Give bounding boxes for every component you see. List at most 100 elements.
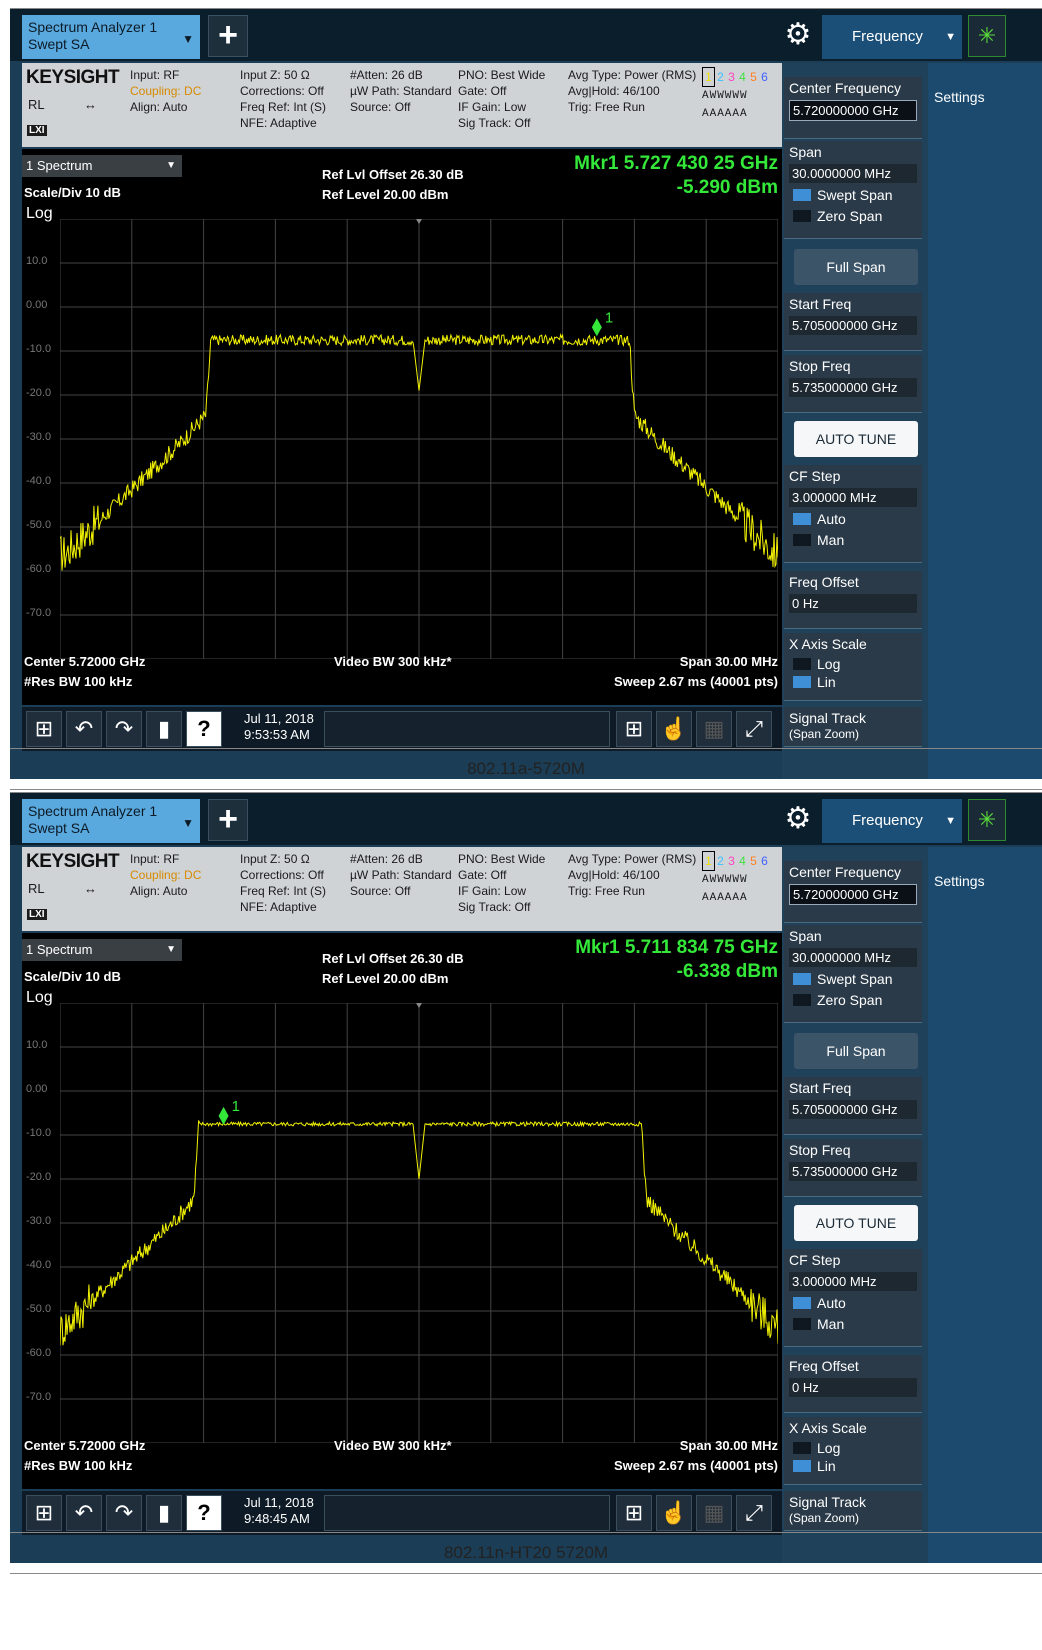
auto-tune-button[interactable]: AUTO TUNE	[794, 421, 918, 457]
x-axis-log-option[interactable]: Log	[789, 655, 917, 673]
tab-spectrum-analyzer[interactable]: Spectrum Analyzer 1 Swept SA ▼	[22, 799, 200, 843]
trace-number[interactable]: 5	[750, 70, 757, 84]
fullscreen-icon[interactable]: ⤢	[736, 1495, 772, 1531]
info-line: NFE: Adaptive	[240, 116, 317, 130]
touch-icon[interactable]: ☝	[656, 1495, 692, 1531]
marker-diamond-icon[interactable]	[591, 318, 602, 337]
chevron-down-icon: ▼	[182, 816, 194, 830]
trace-number[interactable]: 4	[739, 854, 746, 868]
center-frequency-softkey[interactable]: Center Frequency 5.720000000 GHz	[784, 861, 922, 923]
multi-window-icon[interactable]: ⊞	[616, 1495, 652, 1531]
file-icon[interactable]: ▮	[146, 711, 182, 747]
tab-frequency[interactable]: Frequency ▼	[822, 15, 962, 59]
undo-icon[interactable]: ↶	[66, 1495, 102, 1531]
trace-number[interactable]: 5	[750, 854, 757, 868]
spectrum-plot[interactable]: 1 Spectrum ▼ Scale/Div 10 dB Log Ref Lvl…	[22, 933, 782, 1489]
cf-step-auto-option[interactable]: Auto	[789, 1294, 917, 1312]
info-line: Gate: Off	[458, 868, 507, 882]
span-softkey[interactable]: Span 30.0000000 MHz Swept Span Zero Span	[784, 925, 922, 1023]
gear-icon[interactable]: ⚙	[784, 18, 812, 51]
trace-number[interactable]: 1	[702, 67, 715, 87]
span-softkey-label: Span	[789, 144, 822, 160]
windows-icon[interactable]: ⊞	[26, 1495, 62, 1531]
trace-number[interactable]: 2	[717, 70, 724, 84]
trace-number[interactable]: 3	[728, 70, 735, 84]
layout-icon[interactable]: ▦	[696, 1495, 732, 1531]
signal-track-softkey[interactable]: Signal Track (Span Zoom)	[784, 1491, 922, 1531]
res-bw-label: #Res BW 100 kHz	[24, 1458, 133, 1473]
cf-step-softkey[interactable]: CF Step 3.000000 MHz Auto Man	[784, 1249, 922, 1347]
tab-spectrum-analyzer[interactable]: Spectrum Analyzer 1 Swept SA ▼	[22, 15, 200, 59]
trace-number[interactable]: 3	[728, 854, 735, 868]
cf-step-man-option[interactable]: Man	[789, 1315, 917, 1333]
undo-icon[interactable]: ↶	[66, 711, 102, 747]
stop-freq-softkey[interactable]: Stop Freq 5.735000000 GHz	[784, 355, 922, 413]
multi-window-icon[interactable]: ⊞	[616, 711, 652, 747]
info-line: Input Z: 50 Ω	[240, 68, 310, 82]
add-screen-button[interactable]: +	[208, 15, 248, 57]
cf-step-softkey[interactable]: CF Step 3.000000 MHz Auto Man	[784, 465, 922, 563]
layout-icon[interactable]: ▦	[696, 711, 732, 747]
add-screen-button[interactable]: +	[208, 799, 248, 841]
touch-icon[interactable]: ☝	[656, 711, 692, 747]
y-tick-label: -30.0	[26, 431, 52, 443]
freq-offset-softkey[interactable]: Freq Offset 0 Hz	[784, 571, 922, 629]
auto-tune-button[interactable]: AUTO TUNE	[794, 1205, 918, 1241]
x-axis-log-option[interactable]: Log	[789, 1439, 917, 1457]
x-axis-scale-softkey[interactable]: X Axis Scale Log Lin	[784, 633, 922, 701]
tab-frequency[interactable]: Frequency ▼	[822, 799, 962, 843]
ref-offset-label: Ref Lvl Offset 26.30 dB	[322, 951, 464, 966]
marker-label: 1	[605, 309, 613, 326]
windows-icon[interactable]: ⊞	[26, 711, 62, 747]
trace-number[interactable]: 2	[717, 854, 724, 868]
x-axis-lin-option[interactable]: Lin	[789, 1457, 917, 1475]
cf-step-auto-option[interactable]: Auto	[789, 510, 917, 528]
file-icon[interactable]: ▮	[146, 1495, 182, 1531]
trace-number[interactable]: 6	[761, 854, 768, 868]
swept-span-option[interactable]: Swept Span	[789, 970, 917, 988]
window-selector[interactable]: 1 Spectrum ▼	[22, 155, 182, 177]
redo-icon[interactable]: ↷	[106, 711, 142, 747]
stop-freq-softkey[interactable]: Stop Freq 5.735000000 GHz	[784, 1139, 922, 1197]
start-freq-softkey[interactable]: Start Freq 5.705000000 GHz	[784, 293, 922, 351]
full-span-button[interactable]: Full Span	[794, 1033, 918, 1069]
trace-number[interactable]: 1	[702, 851, 715, 871]
info-line: PNO: Best Wide	[458, 852, 546, 866]
x-axis-scale-softkey[interactable]: X Axis Scale Log Lin	[784, 1417, 922, 1485]
analyzer-screen: Spectrum Analyzer 1 Swept SA ▼ + ⚙ Frequ…	[10, 793, 1042, 1563]
trace-number[interactable]: 6	[761, 70, 768, 84]
zero-span-label: Zero Span	[817, 992, 883, 1008]
freq-offset-softkey[interactable]: Freq Offset 0 Hz	[784, 1355, 922, 1413]
spectrum-plot[interactable]: 1 Spectrum ▼ Scale/Div 10 dB Log Ref Lvl…	[22, 149, 782, 705]
settings-tab[interactable]: Settings	[928, 847, 1042, 1563]
chevron-down-icon: ▼	[945, 31, 956, 43]
redo-icon[interactable]: ↷	[106, 1495, 142, 1531]
span-softkey[interactable]: Span 30.0000000 MHz Swept Span Zero Span	[784, 141, 922, 239]
y-tick-label: -70.0	[26, 1391, 52, 1403]
center-frequency-softkey-label: Center Frequency	[789, 80, 902, 96]
full-span-button[interactable]: Full Span	[794, 249, 918, 285]
zero-span-option[interactable]: Zero Span	[789, 207, 917, 225]
chevron-down-icon: ▼	[166, 160, 176, 171]
gear-icon[interactable]: ⚙	[784, 802, 812, 835]
fullscreen-icon[interactable]: ⤢	[736, 711, 772, 747]
help-icon[interactable]: ?	[186, 711, 222, 747]
x-axis-lin-option[interactable]: Lin	[789, 673, 917, 691]
center-frequency-softkey[interactable]: Center Frequency 5.720000000 GHz	[784, 77, 922, 139]
signal-track-softkey[interactable]: Signal Track (Span Zoom)	[784, 707, 922, 747]
start-freq-value: 5.705000000 GHz	[789, 1100, 917, 1119]
info-line: PNO: Best Wide	[458, 68, 546, 82]
swept-span-option[interactable]: Swept Span	[789, 186, 917, 204]
cf-step-man-option[interactable]: Man	[789, 531, 917, 549]
start-freq-softkey[interactable]: Start Freq 5.705000000 GHz	[784, 1077, 922, 1135]
help-icon[interactable]: ?	[186, 1495, 222, 1531]
y-tick-label: 10.0	[26, 255, 48, 267]
settings-tab[interactable]: Settings	[928, 63, 1042, 779]
window-selector[interactable]: 1 Spectrum ▼	[22, 939, 182, 961]
ref-level-label: Ref Level 20.00 dBm	[322, 187, 449, 202]
marker-diamond-icon[interactable]	[218, 1106, 229, 1125]
settings-tab-label: Settings	[934, 89, 985, 105]
zero-span-option[interactable]: Zero Span	[789, 991, 917, 1009]
pno-settings: PNO: Best Wide Gate: Off IF Gain: Low Sig T…	[458, 67, 545, 131]
trace-number[interactable]: 4	[739, 70, 746, 84]
